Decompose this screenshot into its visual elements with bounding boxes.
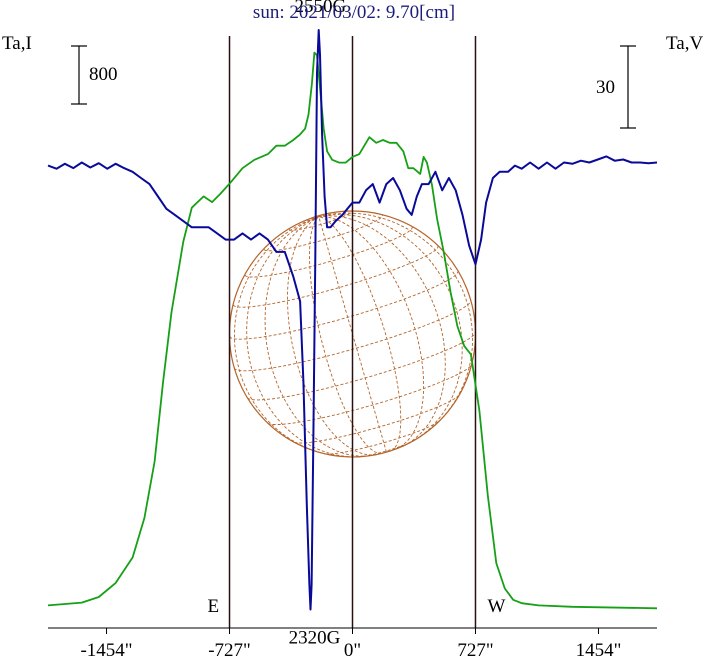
- disk-longitude-line: [234, 216, 332, 456]
- disk-latitude-line: [233, 300, 472, 372]
- disk-latitude-line: [325, 420, 440, 455]
- disk-longitude-line: [318, 212, 473, 426]
- right-axis-label: Ta,V: [666, 33, 703, 54]
- disk-longitude-line: [309, 216, 382, 454]
- right-scale-label: 30: [596, 77, 615, 98]
- left-scale-label: 800: [89, 64, 118, 85]
- annotation-max: 2550G: [294, 0, 346, 17]
- disk-longitude-line: [246, 216, 360, 458]
- disk-longitude-line: [318, 216, 387, 453]
- x-tick-label: 1454": [576, 640, 622, 661]
- disk-longitude-line: [264, 216, 369, 457]
- x-tick-label: -727": [208, 640, 251, 661]
- annotation-min: 2320G: [289, 628, 341, 649]
- chart-title: sun: 2021/03/02: 9.70[cm]: [252, 2, 456, 23]
- series-line-intensity: [47, 51, 658, 610]
- disk-longitude-line: [287, 216, 378, 456]
- limb-marker-e: E: [208, 596, 220, 617]
- disk-latitude-line: [267, 364, 472, 425]
- left-axis-label: Ta,I: [2, 33, 32, 54]
- x-tick-label: 727": [457, 640, 493, 661]
- disk-latitude-line: [244, 226, 413, 278]
- disk-longitude-line: [318, 215, 446, 447]
- disk-latitude-line: [247, 332, 476, 401]
- x-tick-label: -1454": [80, 640, 132, 661]
- disk-longitude-line: [318, 216, 402, 452]
- limb-marker-w: W: [487, 596, 505, 617]
- disk-latitude-line: [358, 440, 414, 458]
- disk-longitude-line: [318, 216, 425, 450]
- series-line-polarization: [47, 29, 658, 611]
- disk-longitude-line: [318, 214, 463, 442]
- x-tick-label: 0": [344, 640, 361, 661]
